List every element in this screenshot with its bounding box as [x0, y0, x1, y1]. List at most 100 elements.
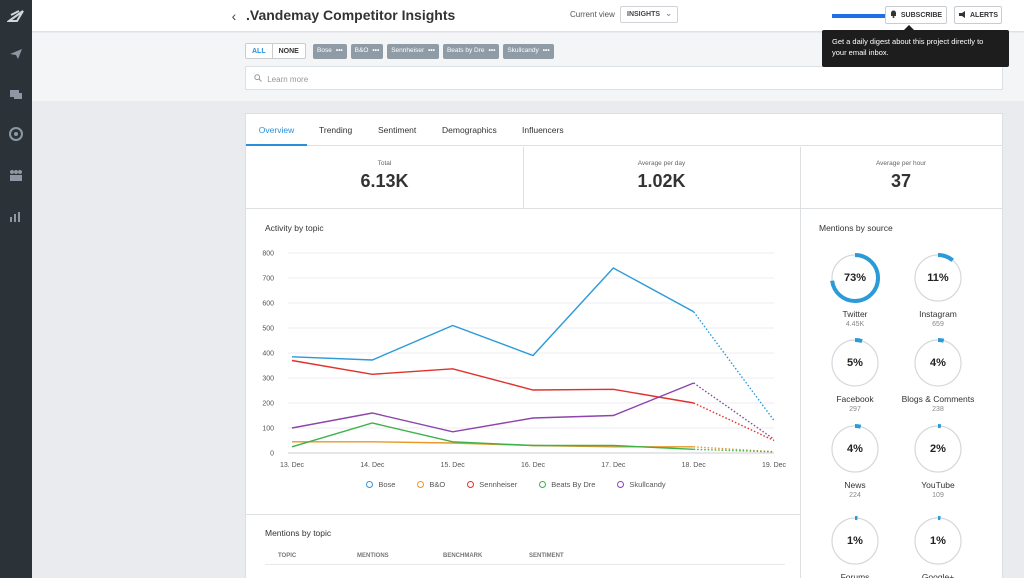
source-percent: 11% — [927, 272, 949, 284]
divider — [800, 147, 801, 578]
tab-demographics[interactable]: Demographics — [442, 125, 497, 135]
current-view-select[interactable]: INSIGHTS ⌄ — [620, 6, 678, 23]
donut-arc — [830, 338, 880, 388]
source-name: Blogs & Comments — [901, 394, 975, 404]
series-line — [291, 359, 694, 404]
donut-ring — [913, 253, 963, 303]
learn-more-input[interactable]: Learn more — [245, 66, 1003, 90]
donut-ring — [830, 516, 880, 566]
donut-arc — [830, 516, 880, 566]
donut-arc — [913, 338, 963, 388]
stat-label: Average per day — [637, 160, 686, 167]
source-count: 659 — [932, 321, 944, 328]
column-header-benchmark[interactable]: BENCHMARK — [443, 553, 483, 559]
subscribe-tooltip: Get a daily digest about this project di… — [822, 25, 1009, 67]
subscribe-button[interactable]: SUBSCRIBE — [885, 6, 947, 24]
subscribe-label: SUBSCRIBE — [900, 11, 943, 19]
activity-chart: 0 100 200 300 400 500 600 700 800 13. Dec 14. Dec 1… — [262, 251, 786, 470]
chart-legend: Bose B&O Sennheiser Beats By Dre Skullca… — [246, 480, 786, 489]
tab-sentiment[interactable]: Sentiment — [378, 125, 417, 135]
donut-arc — [830, 424, 880, 474]
y-tick-label: 300 — [262, 376, 274, 383]
source-name: Google+ — [921, 572, 955, 578]
chevron-down-icon: ⌄ — [665, 9, 672, 18]
more-icon[interactable]: ••• — [428, 47, 435, 54]
source-percent: 73% — [843, 272, 867, 284]
series-projection-line — [693, 382, 775, 440]
donut-arc — [913, 424, 963, 474]
legend-item[interactable]: Beats By Dre — [539, 480, 595, 489]
tab-influencers[interactable]: Influencers — [522, 125, 564, 135]
legend-item[interactable]: Skullcandy — [617, 480, 666, 489]
column-header-topic[interactable]: TOPIC — [278, 553, 297, 559]
topic-chip[interactable]: B&O ••• — [350, 44, 384, 59]
source-percent: 4% — [847, 443, 863, 455]
divider — [246, 514, 800, 515]
topic-chip[interactable]: Sennheiser ••• — [387, 44, 439, 59]
series-line — [291, 267, 695, 361]
source-count: 238 — [932, 406, 944, 413]
series-projection-line — [693, 402, 775, 442]
y-tick-label: 100 — [262, 426, 274, 433]
legend-item[interactable]: Sennheiser — [467, 480, 517, 489]
back-chevron-icon[interactable]: ‹ — [231, 8, 237, 24]
source-percent: 2% — [930, 443, 946, 455]
more-icon[interactable]: ••• — [372, 47, 380, 54]
page-title: .Vandemay Competitor Insights — [246, 7, 456, 23]
topic-chips: Bose ••• B&O ••• Sennheiser ••• Beats by Dr… — [313, 44, 554, 59]
source-count: 109 — [932, 492, 944, 499]
bell-icon — [890, 10, 897, 20]
stat-value: 1.02K — [637, 171, 686, 191]
chat-icon[interactable] — [0, 82, 32, 108]
all-button[interactable]: ALL — [246, 44, 273, 58]
y-tick-label: 500 — [262, 326, 274, 333]
source-percent: 1% — [847, 535, 863, 547]
logo-icon[interactable] — [0, 3, 32, 29]
none-button[interactable]: NONE — [278, 48, 299, 55]
send-icon[interactable] — [0, 41, 32, 67]
series-projection-line — [693, 446, 775, 453]
topic-chip[interactable]: Skullcandy ••• — [503, 44, 554, 59]
column-header-sentiment[interactable]: SENTIMENT — [529, 553, 564, 559]
source-donut[interactable]: 1% — [913, 516, 963, 566]
mentions-by-source-title: Mentions by source — [819, 223, 893, 233]
source-donut[interactable]: 1% — [830, 516, 880, 566]
source-donut[interactable]: 11% — [913, 253, 963, 303]
tab-trending[interactable]: Trending — [319, 125, 353, 135]
source-donut[interactable]: 2% — [913, 424, 963, 474]
top-bar: ‹ .Vandemay Competitor Insights Current … — [32, 0, 1024, 32]
x-tick-label: 16. Dec — [521, 462, 546, 469]
topic-chip[interactable]: Beats by Dre ••• — [442, 44, 500, 59]
source-donut[interactable]: 4% — [830, 424, 880, 474]
more-icon[interactable]: ••• — [335, 47, 343, 54]
source-donut[interactable]: 73% — [830, 253, 880, 303]
legend-item[interactable]: B&O — [417, 480, 445, 489]
more-icon[interactable]: ••• — [542, 47, 550, 54]
stat-value: 6.13K — [360, 171, 409, 191]
column-header-mentions[interactable]: MENTIONS — [357, 553, 389, 559]
donut-arc — [830, 253, 880, 303]
legend-item[interactable]: Bose — [366, 480, 395, 489]
topic-chip[interactable]: Bose ••• — [313, 44, 347, 59]
series-projection-line — [693, 448, 775, 453]
source-percent: 4% — [930, 357, 946, 369]
x-tick-label: 17. Dec — [601, 462, 626, 469]
alerts-label: ALERTS — [970, 11, 998, 19]
stat-total: Total 6.13K — [246, 147, 523, 209]
bar-chart-icon[interactable] — [0, 203, 32, 229]
tab-overview[interactable]: Overview — [246, 114, 307, 146]
more-icon[interactable]: ••• — [488, 47, 496, 54]
source-donut[interactable]: 5% — [830, 338, 880, 388]
topic-chip-label: Bose — [317, 47, 332, 54]
divider — [523, 147, 524, 209]
y-tick-label: 400 — [262, 351, 274, 358]
y-tick-label: 700 — [262, 276, 274, 283]
all-none-toggle: ALL NONE — [245, 43, 306, 59]
source-percent: 1% — [930, 535, 946, 547]
users-icon[interactable] — [0, 162, 32, 188]
x-tick-label: 13. Dec — [280, 462, 305, 469]
sidebar — [0, 0, 32, 578]
source-donut[interactable]: 4% — [913, 338, 963, 388]
globe-icon[interactable] — [0, 121, 32, 147]
alerts-button[interactable]: ALERTS — [954, 6, 1002, 24]
